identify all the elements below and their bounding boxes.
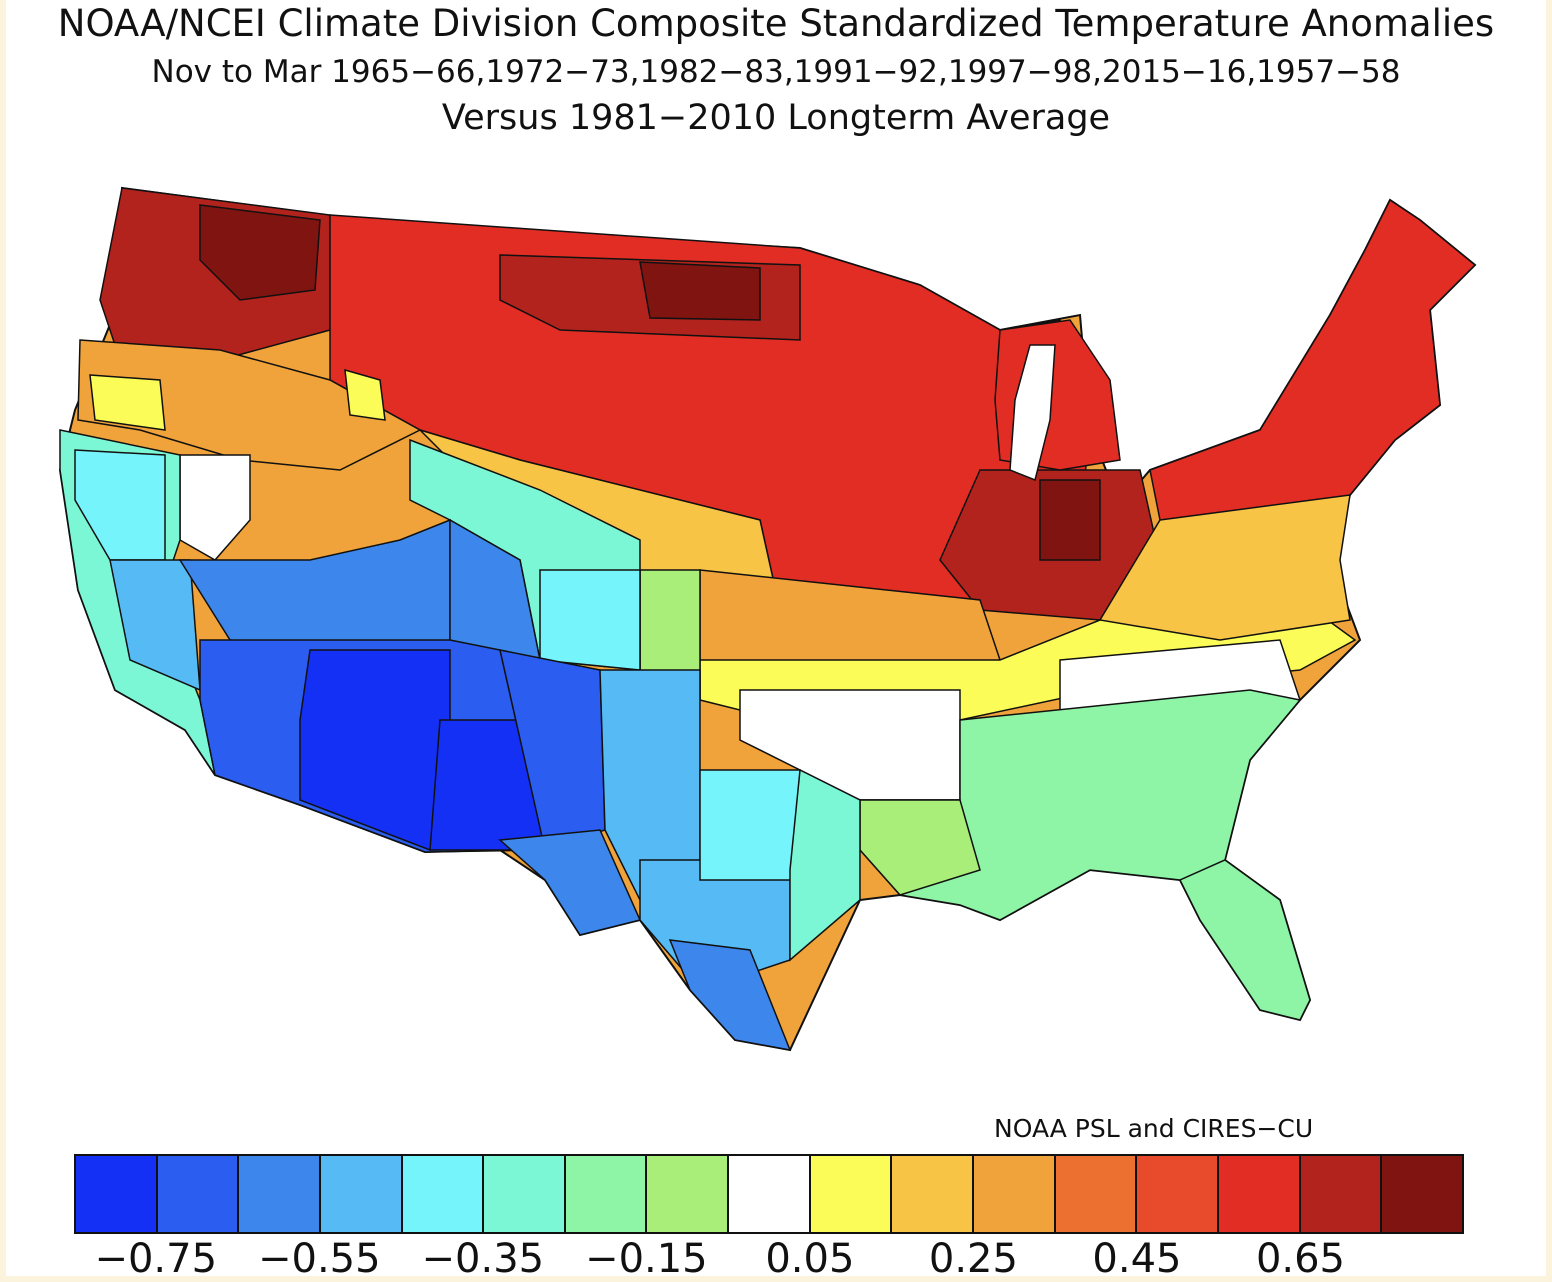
colorbar-swatch <box>565 1156 648 1232</box>
colorbar-swatch <box>1137 1156 1219 1232</box>
colorbar-tick-label: 0.65 <box>1255 1236 1345 1282</box>
colorbar-swatch <box>484 1156 566 1232</box>
region-mid-atlantic-orange <box>1098 494 1351 641</box>
colorbar-swatch <box>810 1156 893 1232</box>
colorbar-swatch <box>1218 1156 1301 1232</box>
colorbar-tick-label: −0.15 <box>585 1236 708 1282</box>
colorbar-tick-label: −0.35 <box>421 1236 545 1282</box>
colorbar-swatch <box>892 1156 975 1232</box>
colorbar-tick-label: 0.25 <box>928 1236 1018 1282</box>
colorbar-swatch <box>320 1156 403 1232</box>
lake-michigan <box>1009 344 1056 482</box>
region-north-dakota-east <box>639 261 761 321</box>
colorbar-swatch <box>974 1156 1056 1232</box>
colorbar-tick-label: −0.55 <box>257 1236 381 1282</box>
region-indiana-core <box>1039 479 1101 561</box>
region-idaho-yellow <box>344 368 386 421</box>
region-oregon-yellow <box>89 374 166 431</box>
map-title: NOAA/NCEI Climate Division Composite Sta… <box>57 2 1495 45</box>
data-credit: NOAA PSL and CIRES−CU <box>994 1114 1314 1143</box>
region-northern-rockies <box>199 204 321 301</box>
region-pnw-inland <box>77 339 422 471</box>
colorbar-swatch <box>239 1156 321 1232</box>
region-florida <box>1178 859 1311 1021</box>
colorbar-swatch <box>402 1156 485 1232</box>
region-texas-north-cyan <box>699 769 801 881</box>
colorbar <box>74 1154 1464 1234</box>
map-subtitle-baseline: Versus 1981−2010 Longterm Average <box>441 98 1111 138</box>
colorbar-swatch <box>1055 1156 1138 1232</box>
region-colorado-east-cyan <box>539 569 641 671</box>
region-east-texas <box>789 768 861 962</box>
region-west-texas-blue <box>498 829 642 936</box>
colorbar-tick-label: 0.45 <box>1092 1236 1182 1282</box>
colorbar-tick-label: −0.75 <box>94 1236 218 1282</box>
colorbar-swatch <box>1300 1156 1383 1232</box>
region-northeast <box>1149 198 1477 531</box>
colorbar-swatch <box>729 1156 811 1232</box>
colorbar-swatch <box>76 1156 158 1232</box>
colorbar-swatch <box>157 1156 240 1232</box>
colorbar-swatch <box>1382 1156 1462 1232</box>
colorbar-swatch <box>647 1156 730 1232</box>
colorbar-tick-label: 0.05 <box>765 1236 855 1282</box>
region-south-texas <box>668 939 792 1051</box>
region-arizona-core <box>299 649 451 851</box>
map-subtitle-seasons: Nov to Mar 1965−66,1972−73,1982−83,1991−… <box>151 54 1401 90</box>
